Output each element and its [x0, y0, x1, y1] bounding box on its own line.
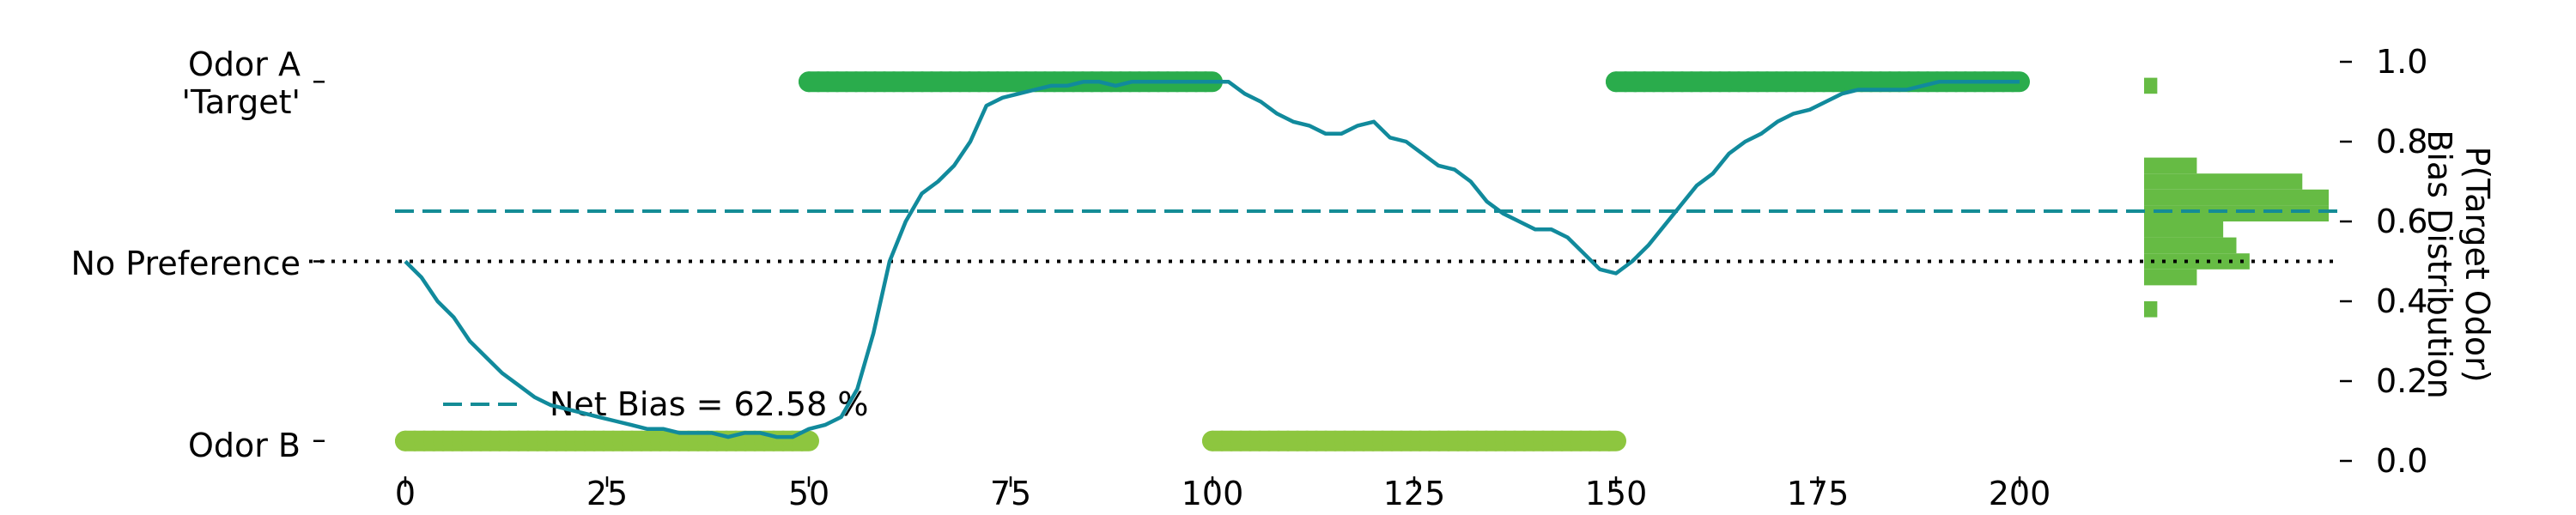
histogram-bar	[2144, 221, 2224, 238]
y-tick-label: 0.8	[2376, 123, 2427, 161]
left-label-target-line1: Odor A	[188, 45, 301, 83]
odor-b-block-marker-dot	[1599, 430, 1619, 451]
x-tick-label: 125	[1383, 475, 1446, 512]
x-tick-label: 200	[1989, 475, 2051, 512]
x-tick-label: 175	[1787, 475, 1850, 512]
histogram-bar	[2144, 77, 2158, 94]
ylabel-p: P(Target Odor)	[2458, 146, 2496, 382]
x-tick-label: 150	[1585, 475, 1648, 512]
histogram-bar	[2144, 269, 2197, 286]
left-label-target-line2: 'Target'	[182, 83, 301, 121]
left-label-odor-b: Odor B	[188, 427, 301, 464]
histogram-bar	[2144, 173, 2303, 190]
y-tick-label: 0.4	[2376, 282, 2427, 320]
histogram-bar	[2144, 237, 2237, 254]
y-tick-label: 0.0	[2376, 442, 2427, 480]
histogram-bar	[2144, 301, 2158, 318]
histogram-bar	[2144, 205, 2329, 221]
bias-trace-line	[404, 80, 2020, 439]
x-tick-label: 50	[788, 475, 829, 512]
x-tick-label: 25	[586, 475, 628, 512]
left-label-no-preference: No Preference	[71, 245, 301, 282]
y-tick-label: 1.0	[2376, 43, 2427, 81]
x-tick-label: 100	[1182, 475, 1244, 512]
x-tick-label: 0	[395, 475, 416, 512]
y-tick-label: 0.2	[2376, 362, 2427, 400]
histogram-bar	[2144, 189, 2329, 206]
y-tick-label: 0.6	[2376, 203, 2427, 240]
histogram-bar	[2144, 157, 2197, 174]
ylabel-hist: Bias Distribution	[2421, 130, 2458, 398]
x-tick-label: 75	[990, 475, 1031, 512]
